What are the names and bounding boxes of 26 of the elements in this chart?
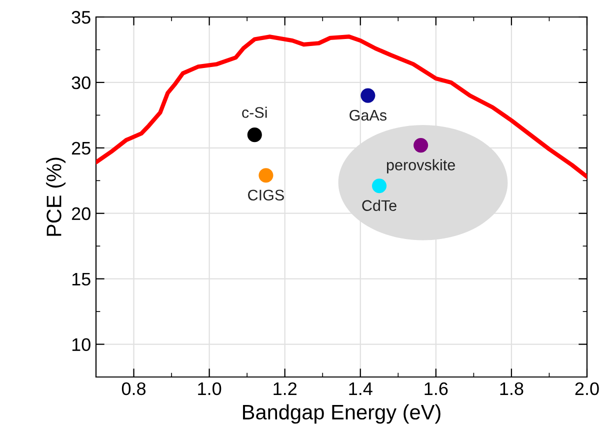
point <box>360 88 376 103</box>
y-axis-title: PCE (%) <box>46 158 66 236</box>
series-label: perovskite <box>386 159 455 174</box>
line-series <box>96 34 587 179</box>
x-tick-label: 1.2 <box>274 382 296 395</box>
x-tick-label: 0.8 <box>122 382 146 396</box>
series-label: c-Si <box>242 106 267 118</box>
y-tick-label: 15 <box>72 272 90 286</box>
x-tick-label: 2.0 <box>575 382 599 396</box>
x-tick-label: 1.4 <box>349 382 372 395</box>
y-tick-label: 35 <box>72 10 90 24</box>
point <box>258 168 274 183</box>
series-label: GaAs <box>350 110 386 121</box>
series-label: CdTe <box>362 200 396 211</box>
point <box>414 138 428 153</box>
x-axis-title: Bandgap Energy (eV) <box>243 404 440 424</box>
y-tick-label: 10 <box>72 338 90 351</box>
y-tick-label: 30 <box>72 76 90 90</box>
y-tick-label: 25 <box>72 142 90 155</box>
point <box>372 178 387 194</box>
series-label: CIGS <box>248 190 284 201</box>
x-tick-label: 1.6 <box>424 382 448 396</box>
point <box>247 128 262 142</box>
x-tick-label: 1.8 <box>500 382 524 396</box>
x-tick-label: 1.0 <box>198 382 222 396</box>
y-tick-label: 20 <box>72 207 90 220</box>
